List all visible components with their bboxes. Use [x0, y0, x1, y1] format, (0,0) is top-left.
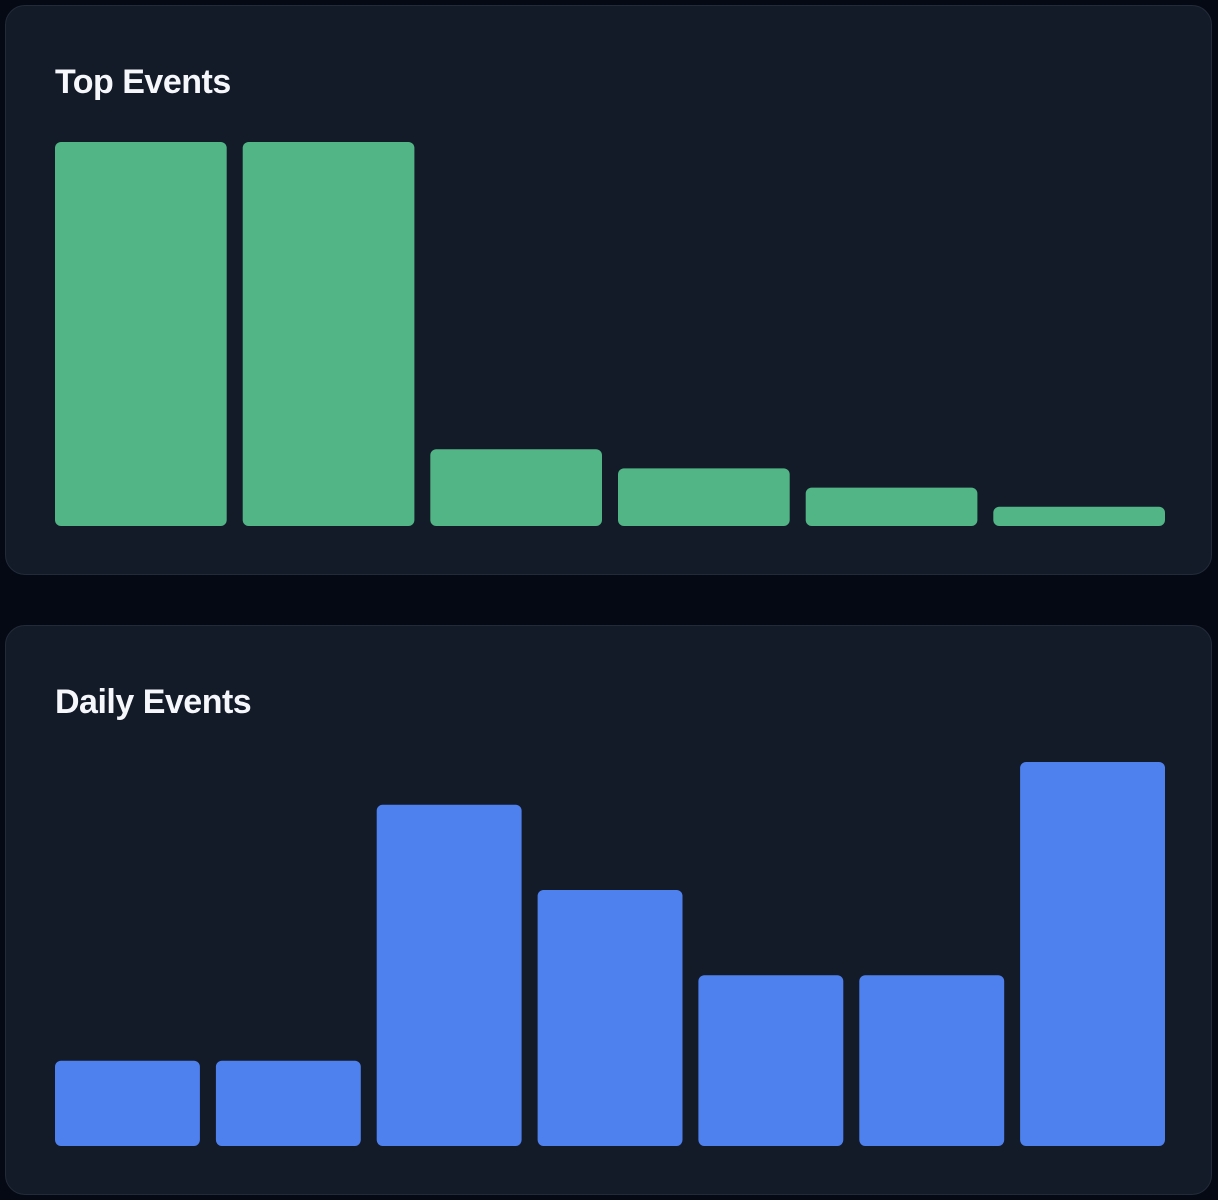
top-events-bar-5[interactable] [805, 487, 978, 526]
top-events-bar-6[interactable] [993, 506, 1165, 526]
top-events-bar-2[interactable] [242, 142, 415, 526]
daily-events-bar-4[interactable] [537, 890, 683, 1146]
daily-events-bar-6[interactable] [859, 975, 1005, 1146]
top-events-bar-3[interactable] [430, 449, 602, 526]
top-events-title: Top Events [55, 63, 231, 101]
daily-events-card: Daily Events [5, 625, 1212, 1195]
daily-events-bar-5[interactable] [698, 975, 844, 1146]
top-events-bar-1[interactable] [55, 142, 227, 526]
top-events-bar-chart [55, 142, 1165, 526]
daily-events-bar-7[interactable] [1020, 762, 1165, 1146]
top-events-bar-4[interactable] [618, 468, 790, 526]
daily-events-bar-2[interactable] [215, 1060, 361, 1146]
daily-events-bar-1[interactable] [55, 1060, 200, 1146]
daily-events-title: Daily Events [55, 683, 252, 721]
top-events-card: Top Events [5, 5, 1212, 575]
daily-events-bar-3[interactable] [376, 804, 522, 1146]
daily-events-bar-chart [55, 762, 1165, 1146]
